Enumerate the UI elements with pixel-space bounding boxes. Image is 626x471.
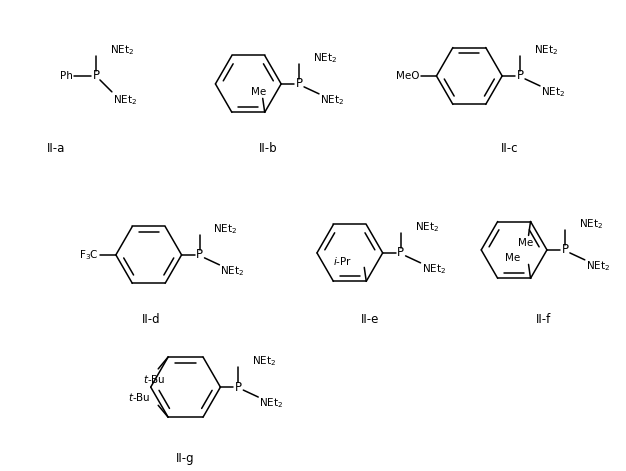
Text: II-f: II-f — [536, 313, 552, 326]
Text: Me: Me — [505, 253, 521, 263]
Text: P: P — [93, 69, 100, 82]
Text: II-e: II-e — [361, 313, 379, 326]
Text: NEt$_2$: NEt$_2$ — [259, 396, 284, 410]
Text: II-g: II-g — [177, 452, 195, 465]
Text: NEt$_2$: NEt$_2$ — [110, 43, 134, 57]
Text: NEt$_2$: NEt$_2$ — [541, 85, 565, 99]
Text: Ph: Ph — [60, 71, 73, 81]
Text: NEt$_2$: NEt$_2$ — [220, 264, 245, 278]
Text: II-c: II-c — [500, 142, 518, 155]
Text: P: P — [516, 69, 523, 82]
Text: $i$-Pr: $i$-Pr — [333, 255, 352, 268]
Text: NEt$_2$: NEt$_2$ — [313, 51, 337, 65]
Text: NEt$_2$: NEt$_2$ — [586, 259, 610, 273]
Text: P: P — [397, 246, 404, 260]
Text: NEt$_2$: NEt$_2$ — [252, 354, 277, 368]
Text: II-d: II-d — [141, 313, 160, 326]
Text: P: P — [196, 248, 203, 261]
Text: NEt$_2$: NEt$_2$ — [213, 222, 238, 236]
Text: $t$-Bu: $t$-Bu — [128, 391, 150, 403]
Text: II-b: II-b — [259, 142, 277, 155]
Text: II-a: II-a — [47, 142, 65, 155]
Text: P: P — [295, 77, 302, 90]
Text: NEt$_2$: NEt$_2$ — [320, 93, 344, 107]
Text: Me: Me — [518, 238, 533, 248]
Text: P: P — [562, 244, 568, 256]
Text: NEt$_2$: NEt$_2$ — [421, 262, 446, 276]
Text: NEt$_2$: NEt$_2$ — [113, 93, 137, 107]
Text: Me: Me — [251, 88, 267, 97]
Text: MeO: MeO — [396, 71, 419, 81]
Text: $t$-Bu: $t$-Bu — [143, 373, 165, 385]
Text: NEt$_2$: NEt$_2$ — [579, 217, 603, 231]
Text: NEt$_2$: NEt$_2$ — [414, 220, 439, 234]
Text: P: P — [235, 381, 242, 394]
Text: F$_3$C: F$_3$C — [80, 248, 99, 262]
Text: NEt$_2$: NEt$_2$ — [534, 43, 558, 57]
